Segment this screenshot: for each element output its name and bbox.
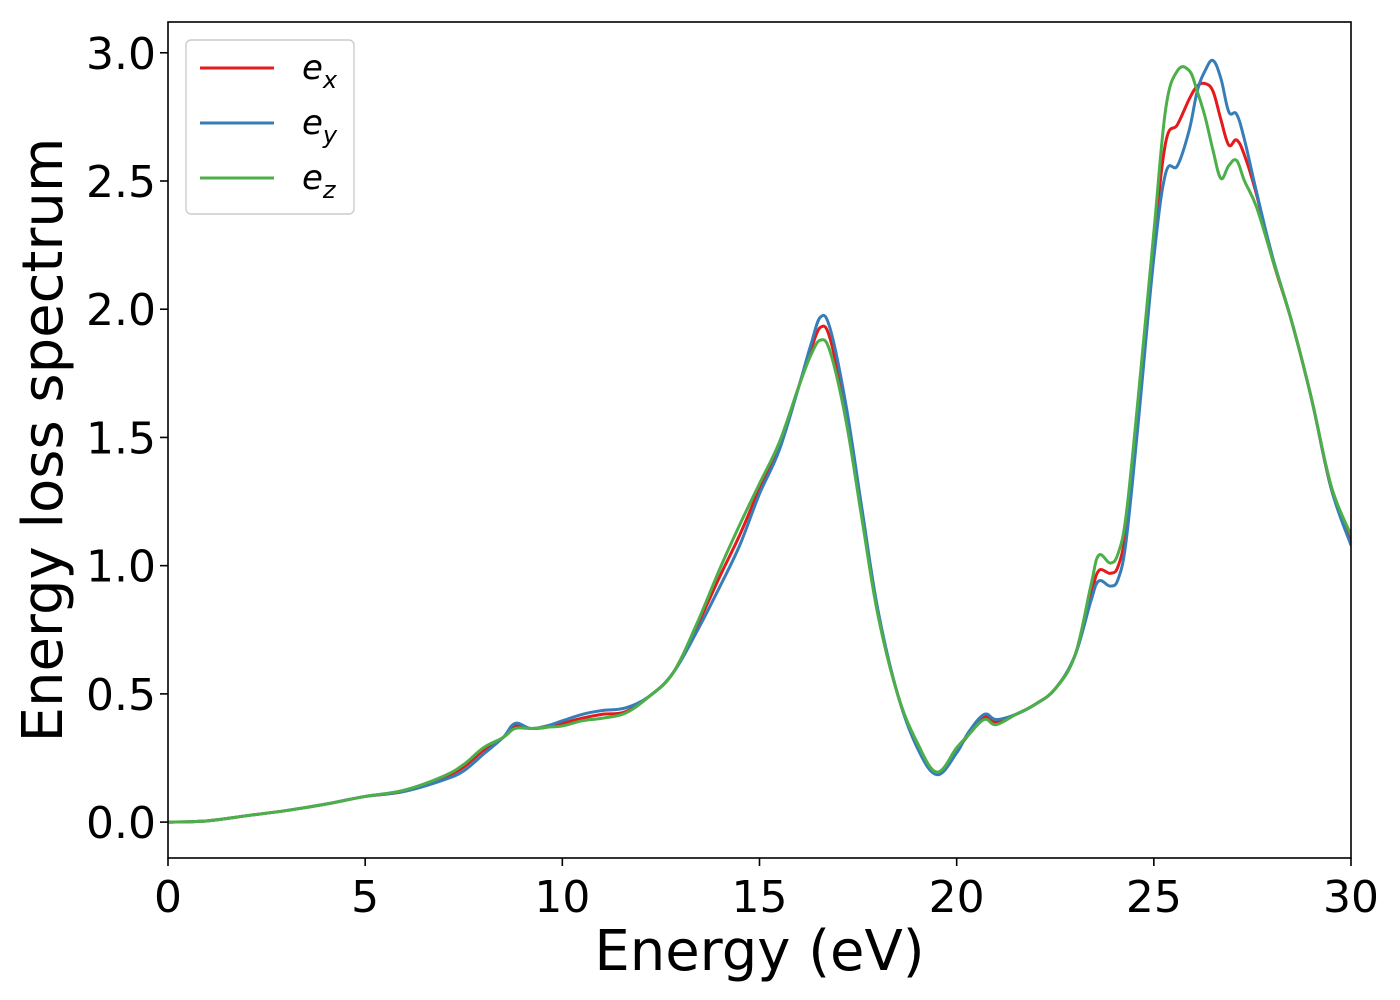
y-tick-label: 0.5 [86,670,156,721]
x-tick-label: 5 [351,872,379,923]
x-axis: 0 5 10 15 20 25 30 [154,858,1379,923]
x-tick-label: 30 [1323,872,1379,923]
x-tick-label: 15 [732,872,788,923]
y-tick-label: 0.0 [86,798,156,849]
series-layer [168,58,1351,824]
y-tick-label: 1.5 [86,413,156,464]
y-axis: 0.0 0.5 1.0 1.5 2.0 2.5 3.0 [86,29,168,849]
x-tick-label: 0 [154,872,182,923]
x-tick-label: 20 [929,872,985,923]
x-axis-title: Energy (eV) [594,919,924,984]
series-line-ey [168,58,1351,824]
series-line-ez [168,65,1351,824]
y-tick-label: 3.0 [86,29,156,80]
y-tick-label: 2.5 [86,157,156,208]
x-tick-label: 25 [1126,872,1182,923]
y-tick-label: 2.0 [86,285,156,336]
x-tick-label: 10 [534,872,590,923]
legend: ex ey ez [185,39,355,215]
legend-label-ex: ex [302,48,338,94]
y-axis-title: Energy loss spectrum [11,138,76,743]
legend-frame [185,39,355,215]
y-tick-label: 1.0 [86,542,156,593]
legend-label-ez: ez [302,158,337,204]
legend-label-ey: ey [302,103,338,149]
